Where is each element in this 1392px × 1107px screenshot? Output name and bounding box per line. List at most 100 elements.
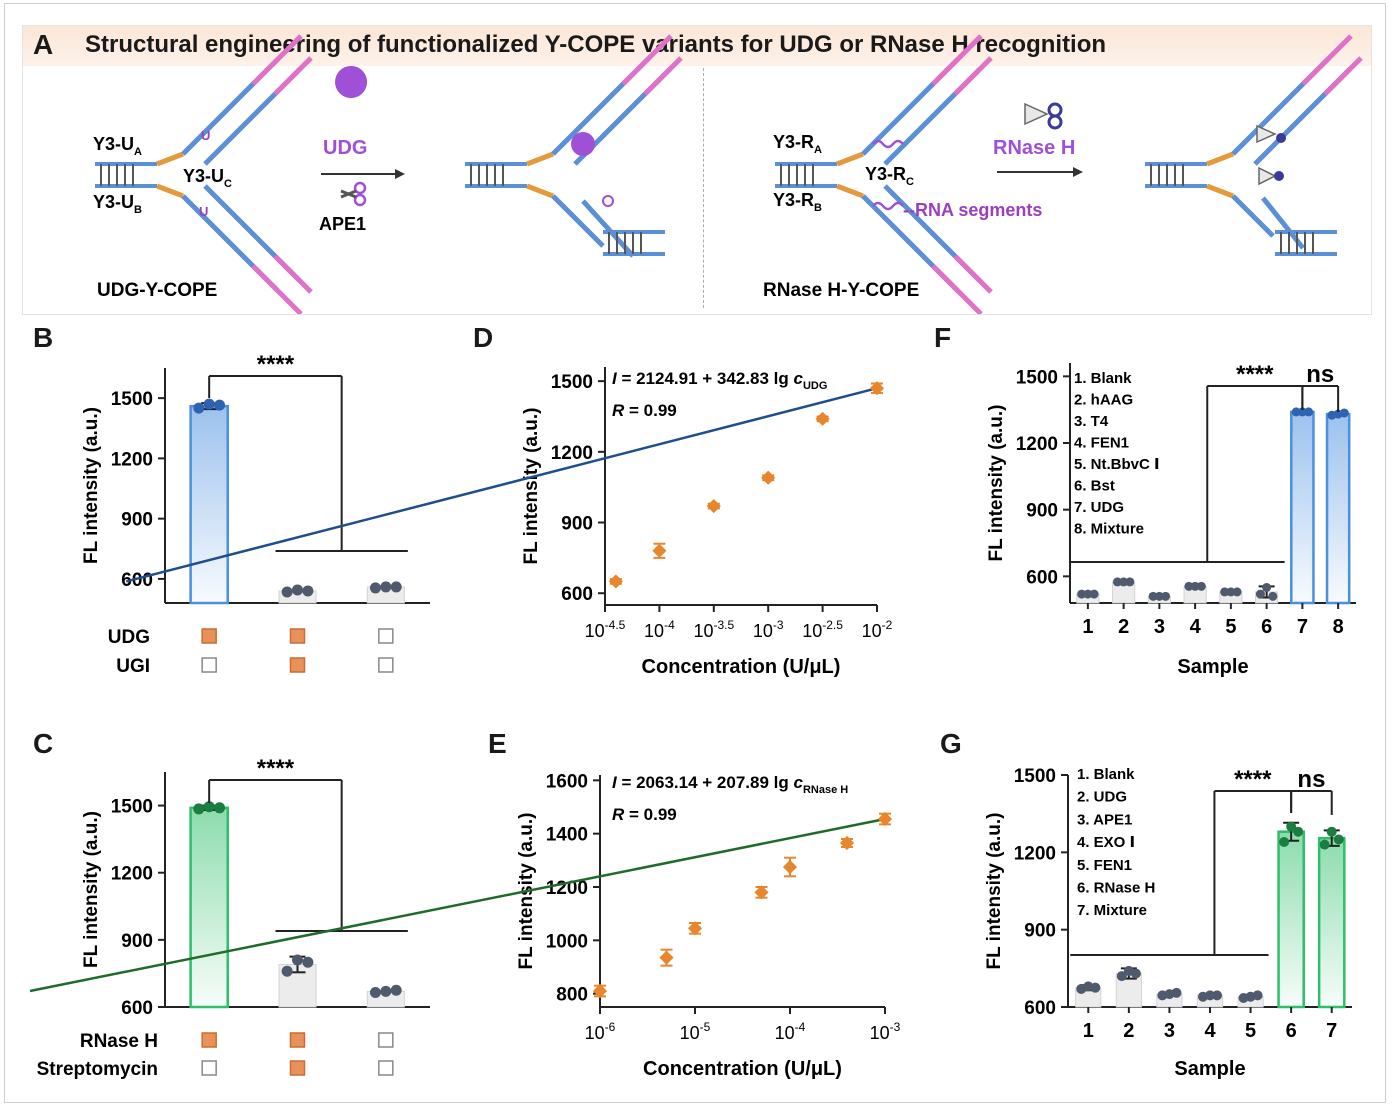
panel-c-data-point: [292, 954, 303, 966]
enzyme-ape1-label: APE1: [319, 214, 366, 234]
panel-g-x-tick-label: 2: [1123, 1020, 1134, 1042]
panel-b-data-point: [193, 402, 205, 414]
panel-e-data-point: [754, 885, 769, 900]
panel-f-letter: F: [934, 322, 952, 353]
panel-f-data-point: [1112, 577, 1122, 587]
panel-g-data-point: [1279, 837, 1290, 848]
panel-f-y-tick-label: 900: [1026, 501, 1058, 522]
panel-b-data-point: [380, 581, 392, 593]
rnase-h-scissors-icon: [1024, 102, 1063, 130]
panel-d-x-tick-label: 10-4.5: [585, 618, 626, 641]
panel-d-y-tick-label: 600: [561, 584, 593, 605]
panel-b-data-point: [203, 398, 215, 410]
panel-f-data-point: [1161, 591, 1171, 601]
panel-f-data-point: [1190, 581, 1200, 591]
enzyme-udg-label: UDG: [323, 137, 367, 159]
label-y3-ra-sub: A: [814, 144, 822, 156]
panel-g-x-tick-label: 7: [1326, 1020, 1337, 1042]
panel-f-data-point: [1255, 589, 1265, 599]
label-y3-ua: Y3-U: [93, 134, 134, 154]
panel-a-letter: A: [33, 29, 54, 60]
panel-f-bar: [1325, 412, 1351, 605]
panel-e-data-point: [839, 835, 855, 851]
panel-g-y-tick-label: 1200: [1014, 843, 1056, 864]
panel-d-x-tick-label: 10-3: [753, 618, 784, 641]
panel-c-data-point: [380, 985, 392, 997]
panel-f-legend-item: 2. hAAG: [1074, 392, 1133, 409]
panel-b-condition-box: [289, 657, 306, 673]
panel-e-data-point: [782, 859, 798, 875]
panel-f-legend-item: 6. Bst: [1074, 478, 1115, 495]
panel-b-sig-label: ****: [257, 351, 295, 378]
panel-g-data-point: [1319, 839, 1330, 850]
panel-d-data-point: [608, 574, 623, 589]
panel-b-condition-box: [201, 657, 217, 673]
panel-b-condition-label: UGI: [116, 656, 150, 677]
panel-g-data-point: [1130, 968, 1141, 979]
rnase-h-product-structure: [1143, 36, 1361, 256]
panel-f-x-tick-label: 1: [1082, 616, 1093, 638]
label-y3-ub: Y3-U: [93, 192, 134, 212]
panel-b-condition-box: [289, 628, 306, 644]
panel-g-x-tick-label: 5: [1245, 1020, 1256, 1042]
panel-e-x-tick-label: 10-3: [870, 1020, 901, 1043]
panel-g-legend-item: 2. UDG: [1077, 789, 1127, 806]
panel-c-condition-box: [201, 1060, 217, 1076]
panel-f-data-point: [1119, 577, 1129, 587]
panel-g-x-axis-label: Sample: [1174, 1058, 1245, 1080]
panel-f-data-point: [1220, 587, 1230, 597]
panel-d-r-value: R = 0.99: [612, 401, 677, 420]
panel-d-data-point: [815, 411, 830, 426]
panel-g-data-point: [1171, 987, 1182, 998]
panel-e-letter: E: [488, 728, 507, 759]
panel-c-y-tick-label: 1500: [111, 797, 153, 818]
panel-e-x-axis-label: Concentration (U/μL): [643, 1058, 842, 1080]
panel-g-data-point: [1252, 990, 1263, 1001]
panel-g-legend-item: 6. RNase H: [1077, 880, 1155, 897]
panel-c-bar: [189, 806, 229, 1009]
panel-f-data-point: [1268, 591, 1278, 601]
panel-d-x-tick-label: 10-2: [862, 618, 893, 641]
panel-g-x-tick-label: 3: [1164, 1020, 1175, 1042]
panel-d-letter: D: [473, 322, 494, 353]
panel-g-data-point: [1090, 982, 1101, 993]
rnase-h-y-cope-structure: [773, 36, 991, 314]
panel-c-letter: C: [33, 728, 54, 759]
label-y3-rc: Y3-R: [865, 164, 906, 184]
panel-g-data-point: [1326, 826, 1337, 837]
panel-e-x-tick-label: 10-5: [680, 1020, 711, 1043]
panel-e-y-tick-label: 1000: [546, 931, 588, 952]
panel-f-data-point: [1297, 407, 1307, 417]
panel-c-y-axis-label: FL intensity (a.u.): [81, 811, 102, 968]
panel-b-y-tick-label: 1500: [111, 389, 153, 410]
label-y3-rc-sub: C: [906, 176, 914, 188]
panel-g-legend-item: 1. Blank: [1077, 766, 1135, 783]
panel-a-divider: [703, 68, 704, 308]
panel-f-legend-item: 4. FEN1: [1074, 435, 1129, 452]
panel-d-y-tick-label: 1200: [551, 443, 593, 464]
panel-a-header: A Structural engineering of functionaliz…: [23, 26, 1371, 66]
panel-g-bar: [1277, 830, 1305, 1009]
panel-f-x-tick-label: 5: [1225, 616, 1236, 638]
panel-a: A Structural engineering of functionaliz…: [22, 25, 1372, 315]
panel-f-data-point: [1184, 581, 1194, 591]
panel-g-data-point: [1286, 821, 1297, 832]
panel-c-data-point: [203, 801, 215, 813]
svg-text:Y3-RB: Y3-RB: [773, 190, 822, 214]
label-y3-rb: Y3-R: [773, 190, 814, 210]
label-y3-rb-sub: B: [814, 202, 822, 214]
panel-c-y-tick-label: 600: [121, 998, 153, 1019]
panel-d-equation: I = 2124.91 + 342.83 lg cUDG: [612, 369, 827, 392]
panel-b-data-point: [302, 585, 314, 597]
panel-f-x-tick-label: 7: [1297, 616, 1308, 638]
panel-d-data-point: [706, 498, 721, 514]
panel-g-data-point: [1205, 990, 1215, 1001]
panel-e-data-point: [659, 950, 674, 965]
uracil-mark-a: U: [201, 128, 210, 143]
label-y3-uc: Y3-U: [183, 166, 224, 186]
panel-b-condition-box: [201, 628, 217, 644]
panel-e-y-tick-label: 800: [556, 985, 588, 1006]
panel-g-letter: G: [940, 728, 962, 759]
caption-udg-y-cope: UDG-Y-COPE: [97, 280, 217, 301]
